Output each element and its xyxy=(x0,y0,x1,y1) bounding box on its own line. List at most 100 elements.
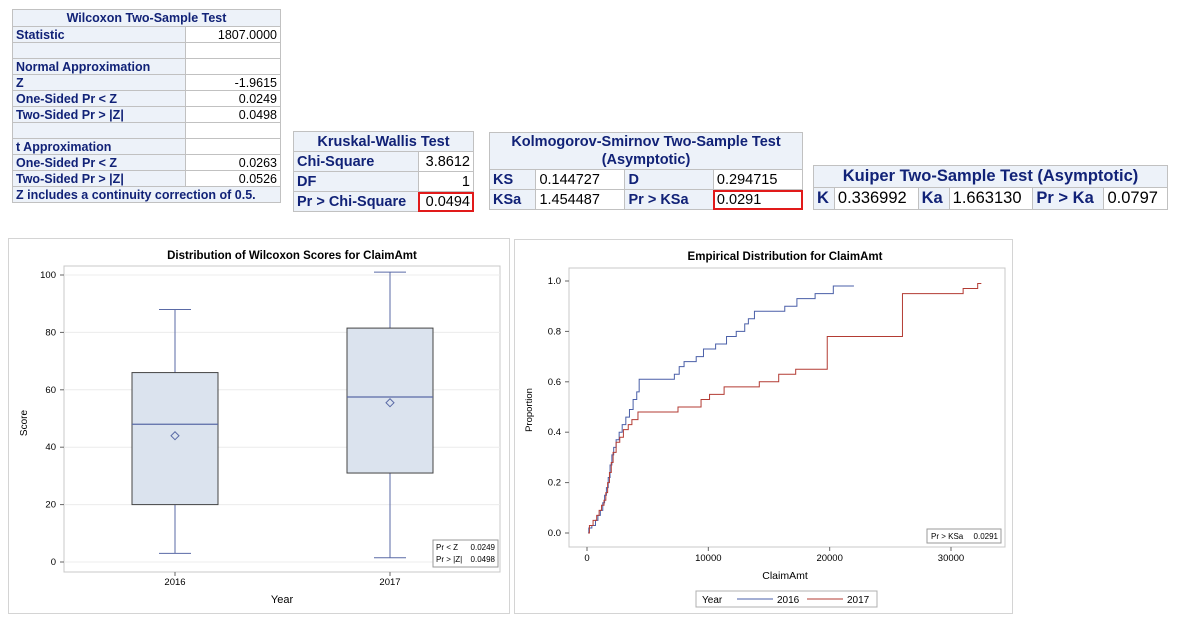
ecdf-legend-title: Year xyxy=(702,595,723,606)
kuiper-k-label: K xyxy=(813,187,835,210)
ecdf-ytick-label: 0.8 xyxy=(548,326,561,337)
ks-title: Kolmogorov-Smirnov Two-Sample Test (Asym… xyxy=(489,132,803,170)
wilcoxon-row-value: 0.0263 xyxy=(185,154,281,171)
wilcoxon-row-label: Two-Sided Pr > |Z| xyxy=(12,170,186,187)
ecdf-inset-label: Pr > KSa xyxy=(931,532,964,541)
ecdf-plot-frame xyxy=(568,267,1006,548)
wilcoxon-row-value xyxy=(185,58,281,75)
ecdf-xtick-label: 10000 xyxy=(695,553,721,564)
wilcoxon-table: Wilcoxon Two-Sample Test Statistic 1807.0… xyxy=(12,9,281,203)
kruskal-row-value: 3.8612 xyxy=(417,151,475,172)
ks-table: Kolmogorov-Smirnov Two-Sample Test (Asym… xyxy=(488,132,804,210)
ecdf-ytick-label: 0.2 xyxy=(548,478,561,489)
boxplot-xtick-label: 2016 xyxy=(164,577,185,588)
ecdf-legend-box xyxy=(695,590,878,608)
ecdf-ytick-label: 0.4 xyxy=(548,427,561,438)
ks-label: Pr > KSa xyxy=(624,189,714,210)
kuiper-ka-value: 1.663130 xyxy=(948,187,1034,210)
ecdf-yticks: 0.0 0.2 0.4 0.6 0.8 1.0 xyxy=(548,276,569,539)
kuiper-ka-label: Ka xyxy=(917,187,950,210)
ecdf-legend: Year 2016 2017 xyxy=(695,590,878,608)
wilcoxon-row-value: 1807.0000 xyxy=(185,26,281,43)
kuiper-k-value: 0.336992 xyxy=(833,187,919,210)
boxplot-inset-label: Pr < Z xyxy=(436,543,458,552)
boxplot-inset: Pr < Z 0.0249 Pr > |Z| 0.0498 xyxy=(432,539,499,568)
kruskal-row-value: 1 xyxy=(417,171,475,192)
boxplot-plot-frame xyxy=(63,265,501,573)
ecdf-inset: Pr > KSa 0.0291 xyxy=(926,528,1002,544)
kruskal-row-label: DF xyxy=(293,171,419,192)
wilcoxon-row-value: -1.9615 xyxy=(185,74,281,91)
wilcoxon-row-value: 0.0249 xyxy=(185,90,281,107)
wilcoxon-row-label xyxy=(12,122,186,139)
ks-label: D xyxy=(624,169,714,190)
wilcoxon-row-label: Z xyxy=(12,74,186,91)
ecdf-title: Empirical Distribution for ClaimAmt xyxy=(688,251,883,263)
ks-label: KSa xyxy=(488,189,537,210)
boxplot-gridlines xyxy=(64,274,500,563)
wilcoxon-row-label: Normal Approximation xyxy=(12,58,186,75)
boxplot-inset-box xyxy=(432,539,499,568)
wilcoxon-row-value: 0.0526 xyxy=(185,170,281,187)
wilcoxon-row-label: One-Sided Pr < Z xyxy=(12,154,186,171)
wilcoxon-row-label xyxy=(12,42,186,59)
ecdf-inset-box xyxy=(926,528,1002,544)
ecdf-ylabel: Proportion xyxy=(524,388,535,432)
wilcoxon-footnote: Z includes a continuity correction of 0.… xyxy=(12,186,281,203)
wilcoxon-row-value: 0.0498 xyxy=(185,106,281,123)
ks-pvalue-highlight: 0.0291 xyxy=(712,189,804,210)
boxplot-ytick-label: 40 xyxy=(45,442,56,453)
wilcoxon-row-value xyxy=(185,138,281,155)
boxplot-panel: Distribution of Wilcoxon Scores for Clai… xyxy=(8,238,510,614)
boxplot-xtick-label: 2017 xyxy=(379,577,400,588)
boxplot-ytick-label: 60 xyxy=(45,385,56,396)
ecdf-xticks: 0 10000 20000 30000 xyxy=(584,547,964,564)
boxplot-inset-value: 0.0498 xyxy=(471,555,496,564)
ecdf-ytick-label: 1.0 xyxy=(548,276,561,287)
ecdf-ytick-label: 0.6 xyxy=(548,377,561,388)
boxplot-ytick-label: 80 xyxy=(45,327,56,338)
kruskal-title: Kruskal-Wallis Test xyxy=(293,131,474,152)
kruskal-row-label: Chi-Square xyxy=(293,151,419,172)
ecdf-line-2016 xyxy=(588,285,854,534)
ecdf-series-lines xyxy=(588,283,982,534)
ecdf-line-2017 xyxy=(588,283,982,534)
ks-value: 0.294715 xyxy=(712,169,804,190)
boxplot-title: Distribution of Wilcoxon Scores for Clai… xyxy=(167,250,417,262)
kuiper-title: Kuiper Two-Sample Test (Asymptotic) xyxy=(813,165,1168,188)
ecdf-chart: Empirical Distribution for ClaimAmt Prop… xyxy=(524,251,1006,608)
boxplot-ytick-label: 20 xyxy=(45,500,56,511)
wilcoxon-row-label: Two-Sided Pr > |Z| xyxy=(12,106,186,123)
ecdf-inset-value: 0.0291 xyxy=(974,532,999,541)
ks-value: 1.454487 xyxy=(535,189,626,210)
boxplot-box xyxy=(346,327,434,474)
boxplot-inset-value: 0.0249 xyxy=(471,543,496,552)
boxplot-ytick-label: 100 xyxy=(40,270,56,281)
ecdf-xtick-label: 20000 xyxy=(816,553,842,564)
boxplot-chart: Distribution of Wilcoxon Scores for Clai… xyxy=(19,250,501,606)
ecdf-xtick-label: 30000 xyxy=(938,553,964,564)
boxplot-marks xyxy=(131,271,434,559)
kuiper-p-label: Pr > Ka xyxy=(1032,187,1105,210)
ecdf-ytick-label: 0.0 xyxy=(548,528,561,539)
boxplot-ylabel: Score xyxy=(19,410,30,437)
boxplot-mean-marker xyxy=(170,431,180,441)
ks-title-line2: (Asymptotic) xyxy=(601,152,691,168)
wilcoxon-row-value xyxy=(185,122,281,139)
boxplot-ytick-label: 0 xyxy=(51,557,56,568)
wilcoxon-row-label: t Approximation xyxy=(12,138,186,155)
kuiper-p-value: 0.0797 xyxy=(1103,187,1168,210)
ecdf-panel: Empirical Distribution for ClaimAmt Prop… xyxy=(514,239,1013,614)
boxplot-xlabel: Year xyxy=(271,594,294,606)
kuiper-table: Kuiper Two-Sample Test (Asymptotic) K 0.… xyxy=(813,165,1168,210)
kruskal-row-label: Pr > Chi-Square xyxy=(293,191,419,212)
ecdf-xlabel: ClaimAmt xyxy=(762,570,808,582)
wilcoxon-row-label: One-Sided Pr < Z xyxy=(12,90,186,107)
boxplot-xticks: 2016 2017 xyxy=(164,572,401,588)
wilcoxon-title: Wilcoxon Two-Sample Test xyxy=(12,9,281,27)
legend-label-2017: 2017 xyxy=(847,595,870,606)
boxplot-mean-marker xyxy=(385,398,395,408)
boxplot-yticks: 0 20 40 60 80 100 xyxy=(40,270,64,568)
kruskal-table: Kruskal-Wallis Test Chi-Square 3.8612 DF 1… xyxy=(293,131,475,212)
ks-value: 0.144727 xyxy=(535,169,626,190)
